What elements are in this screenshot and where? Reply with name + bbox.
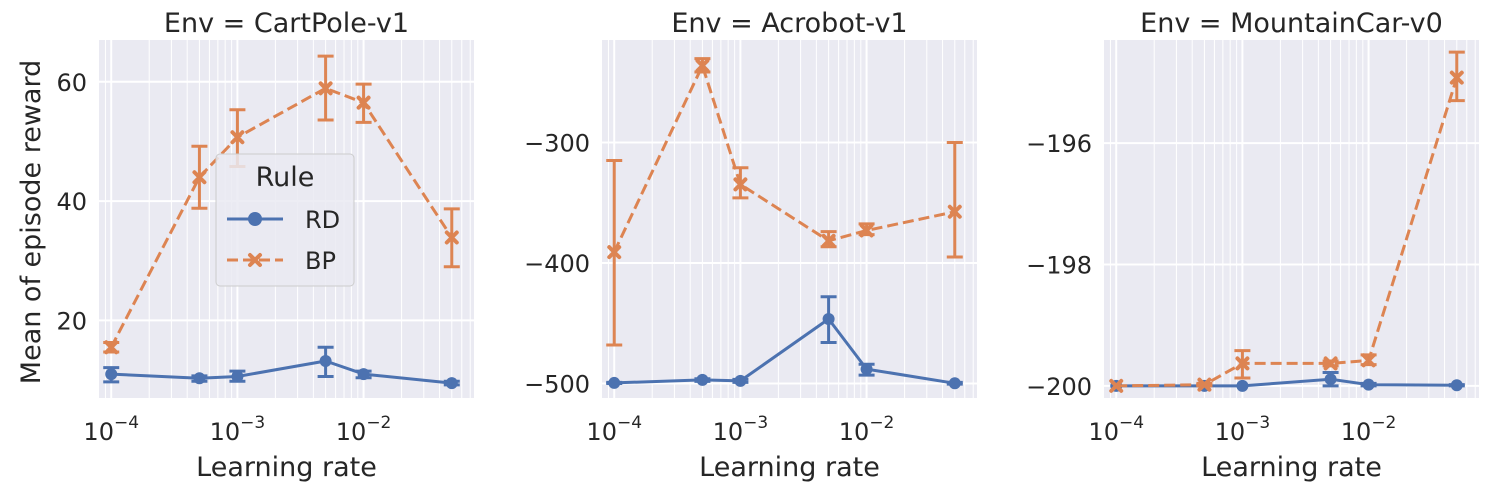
data-point bbox=[445, 377, 458, 390]
y-tick-label: −500 bbox=[524, 371, 590, 399]
data-point bbox=[192, 170, 207, 185]
series-BP bbox=[103, 54, 460, 355]
legend-label-RD: RD bbox=[305, 206, 340, 234]
data-point bbox=[356, 95, 371, 110]
data-point bbox=[193, 372, 206, 385]
data-point bbox=[230, 130, 245, 145]
legend-title: Rule bbox=[256, 162, 315, 193]
y-tick-label: 20 bbox=[56, 307, 87, 335]
legend-frame bbox=[215, 153, 355, 287]
y-tick-label: −300 bbox=[524, 129, 590, 157]
x-tick-label: 10−2 bbox=[336, 413, 392, 446]
series-line-RD bbox=[614, 317, 956, 385]
plot-area bbox=[1104, 40, 1479, 398]
series-line-BP bbox=[612, 64, 956, 253]
y-tick-label: −400 bbox=[524, 250, 590, 278]
data-point bbox=[947, 204, 962, 219]
series-line-BP bbox=[1116, 77, 1459, 388]
data-point bbox=[1449, 70, 1464, 85]
data-point bbox=[1109, 378, 1124, 393]
series-RD bbox=[606, 295, 963, 390]
y-tick-label: −196 bbox=[1026, 130, 1092, 158]
series-RD bbox=[103, 345, 460, 390]
x-axis-label: Learning rate bbox=[196, 452, 377, 483]
legend-marker-BP bbox=[248, 253, 262, 267]
x-tick-label: 10−2 bbox=[839, 413, 895, 446]
data-point bbox=[948, 377, 961, 390]
data-point bbox=[319, 355, 332, 368]
legend-marker-RD bbox=[248, 212, 262, 226]
plot-area bbox=[602, 40, 977, 398]
series-line-BP bbox=[109, 86, 454, 348]
x-tick-label: 10−3 bbox=[210, 413, 266, 446]
x-tick-label: 10−3 bbox=[713, 413, 769, 446]
x-axis-label: Learning rate bbox=[1201, 452, 1382, 483]
data-point bbox=[444, 230, 459, 245]
y-tick-label: 40 bbox=[56, 188, 87, 216]
data-point bbox=[357, 368, 370, 381]
data-point bbox=[1323, 356, 1338, 371]
data-point bbox=[231, 370, 244, 383]
series-line-RD bbox=[111, 359, 452, 385]
data-point bbox=[1197, 377, 1212, 392]
data-point bbox=[733, 177, 748, 192]
panel-title: Env = Acrobot-v1 bbox=[671, 8, 907, 39]
data-point bbox=[1362, 378, 1375, 391]
data-point bbox=[695, 58, 710, 73]
data-point bbox=[822, 313, 835, 326]
panel-2: 10−4 10−3 10−2 −500 −400 −300 Env = Acrobot-v1… bbox=[524, 8, 977, 483]
data-point bbox=[859, 223, 874, 238]
data-point bbox=[696, 373, 709, 386]
legend-label-BP: BP bbox=[305, 247, 336, 275]
data-point bbox=[104, 340, 119, 355]
data-point bbox=[607, 245, 622, 260]
x-tick-label: 10−2 bbox=[1341, 413, 1397, 446]
x-tick-label: 10−3 bbox=[1215, 413, 1271, 446]
data-point bbox=[1235, 356, 1250, 371]
data-point bbox=[821, 233, 836, 248]
x-tick-label: 10−4 bbox=[83, 413, 139, 446]
data-point bbox=[1324, 373, 1337, 386]
legend: Rule RD BP bbox=[215, 153, 355, 287]
y-tick-label: −198 bbox=[1026, 252, 1092, 280]
data-point bbox=[860, 363, 873, 376]
y-tick-label: −200 bbox=[1026, 373, 1092, 401]
data-point bbox=[105, 368, 118, 381]
x-tick-label: 10−4 bbox=[586, 413, 642, 446]
panel-title: Env = MountainCar-v0 bbox=[1140, 8, 1443, 39]
data-point bbox=[734, 374, 747, 387]
panel-3: 10−4 10−3 10−2 −200 −198 −196 Env = MountainCa… bbox=[1026, 8, 1479, 483]
y-tick-label: 60 bbox=[56, 69, 87, 97]
y-axis-label: Mean of episode reward bbox=[16, 60, 47, 384]
x-axis-label: Learning rate bbox=[699, 452, 880, 483]
panel-title: Env = CartPole-v1 bbox=[164, 8, 409, 39]
data-point bbox=[608, 376, 621, 389]
data-point bbox=[318, 81, 333, 96]
x-tick-label: 10−4 bbox=[1088, 413, 1144, 446]
data-point bbox=[1361, 353, 1376, 368]
data-point bbox=[1236, 379, 1249, 392]
series-BP bbox=[606, 57, 963, 347]
data-point bbox=[1450, 379, 1463, 392]
series-BP bbox=[1109, 50, 1465, 393]
